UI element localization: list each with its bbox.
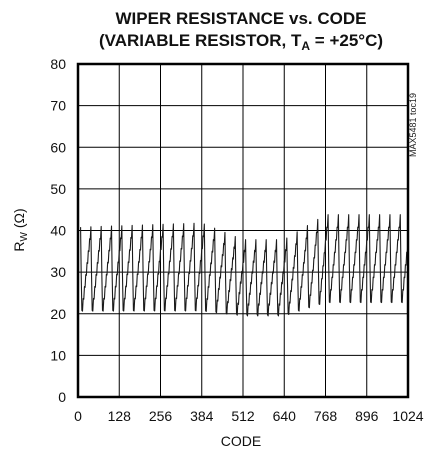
y-tick-label: 20 <box>50 306 66 322</box>
x-tick-label: 896 <box>355 408 379 424</box>
y-tick-label: 60 <box>50 139 66 155</box>
x-tick-label: 256 <box>149 408 173 424</box>
y-tick-label: 10 <box>50 347 66 363</box>
y-tick-label: 40 <box>50 223 66 239</box>
x-tick-label: 640 <box>273 408 297 424</box>
y-tick-labels: 0 10 20 30 40 50 60 70 80 <box>50 56 66 405</box>
x-tick-labels: 0 128 256 384 512 640 768 896 1024 <box>74 408 424 424</box>
y-tick-label: 80 <box>50 56 66 72</box>
series-line <box>80 214 409 317</box>
x-tick-label: 384 <box>190 408 214 424</box>
x-tick-label: 1024 <box>392 408 423 424</box>
y-tick-label: 0 <box>58 389 66 405</box>
y-tick-label: 70 <box>50 98 66 114</box>
y-tick-label: 50 <box>50 181 66 197</box>
plot-series <box>80 214 409 317</box>
x-tick-label: 0 <box>74 408 82 424</box>
plot-frame <box>76 62 410 399</box>
x-axis-label: CODE <box>221 433 261 449</box>
x-tick-label: 768 <box>314 408 338 424</box>
y-axis-label: RW (Ω) <box>11 208 30 251</box>
grid <box>77 63 409 398</box>
y-tick-label: 30 <box>50 264 66 280</box>
x-tick-label: 512 <box>231 408 255 424</box>
x-tick-label: 128 <box>108 408 132 424</box>
chart-title-line1: WIPER RESISTANCE vs. CODE <box>116 9 367 28</box>
chart-title-line2: (VARIABLE RESISTOR, TA = +25°C) <box>99 31 383 53</box>
figure-id-label: MAX5481 toc19 <box>408 93 418 157</box>
